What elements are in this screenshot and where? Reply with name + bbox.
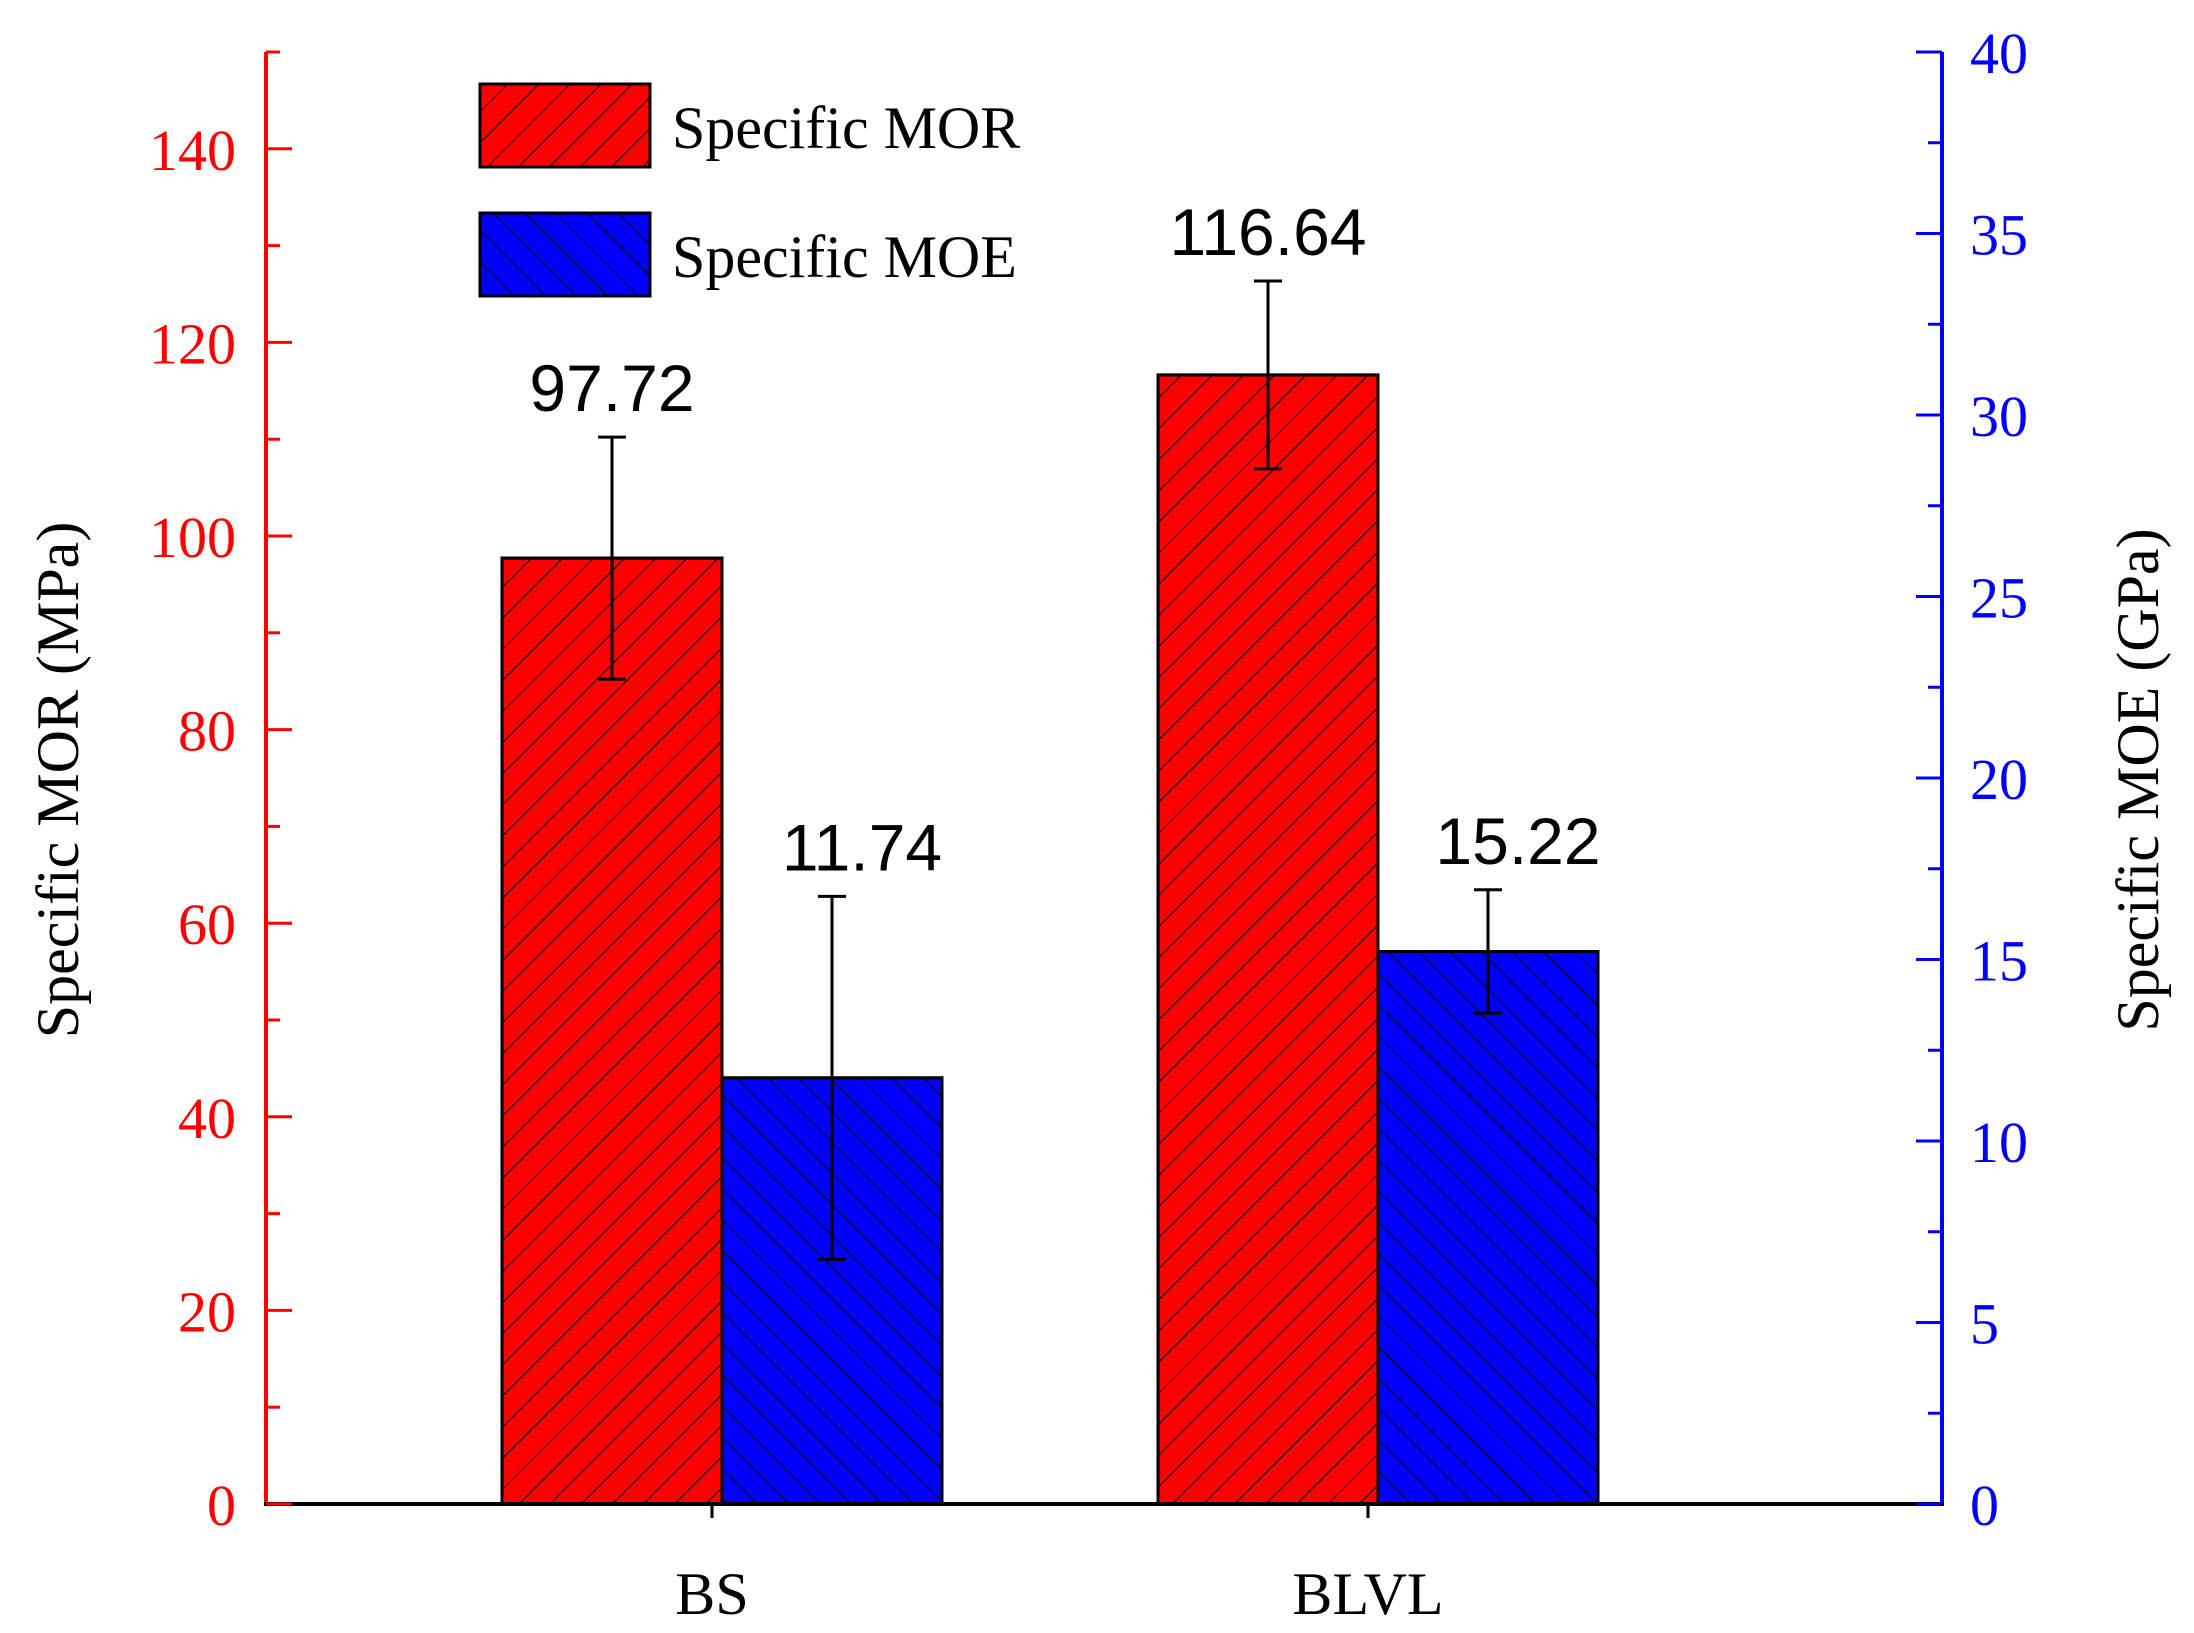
right-tick-label: 10 [1970,1110,2028,1175]
left-tick-label: 20 [178,1279,236,1344]
x-tick-label: BS [675,1561,748,1627]
left-tick-label: 0 [207,1473,236,1538]
data-label: 97.72 [529,351,694,425]
data-label: 116.64 [1170,195,1367,269]
left-tick-label: 40 [178,1086,236,1151]
legend: Specific MOR Specific MOE [478,82,1020,298]
bar-hatch [1376,950,1600,1506]
right-tick-label: 25 [1970,566,2028,631]
bar-hatch [1156,373,1380,1506]
data-label: 11.74 [782,810,942,884]
x-tick-label: BLVL [1292,1561,1443,1627]
left-y-axis-title: Specific MOR (MPa) [25,522,91,1039]
right-y-axis-title: Specific MOE (GPa) [2105,528,2171,1031]
x-axis-ticks: BS BLVL [675,1504,1444,1627]
right-tick-label: 0 [1970,1473,1999,1538]
left-tick-label: 140 [149,118,236,183]
legend-swatch-mor-hatch [478,82,652,169]
left-tick-label: 80 [178,699,236,764]
data-label: 15.22 [1435,804,1600,878]
bar-hatch [500,556,724,1506]
error-bars [598,279,1502,1261]
legend-label-moe: Specific MOE [672,224,1017,290]
right-tick-label: 5 [1970,1292,1999,1357]
left-tick-label: 120 [149,311,236,376]
right-tick-label: 40 [1970,21,2028,86]
right-axis-ticks: 0 5 10 15 20 25 30 35 40 [1916,21,2028,1538]
bars [500,373,1600,1506]
legend-swatch-moe-hatch [478,211,652,298]
right-tick-label: 30 [1970,384,2028,449]
right-tick-label: 15 [1970,929,2028,994]
left-tick-label: 60 [178,892,236,957]
left-axis-ticks: 0 20 40 60 80 100 120 140 [149,50,292,1538]
legend-label-mor: Specific MOR [672,95,1020,161]
value-labels: 97.72 116.64 11.74 15.22 [529,195,1600,884]
right-tick-label: 35 [1970,203,2028,268]
right-tick-label: 20 [1970,747,2028,812]
left-tick-label: 100 [149,505,236,570]
